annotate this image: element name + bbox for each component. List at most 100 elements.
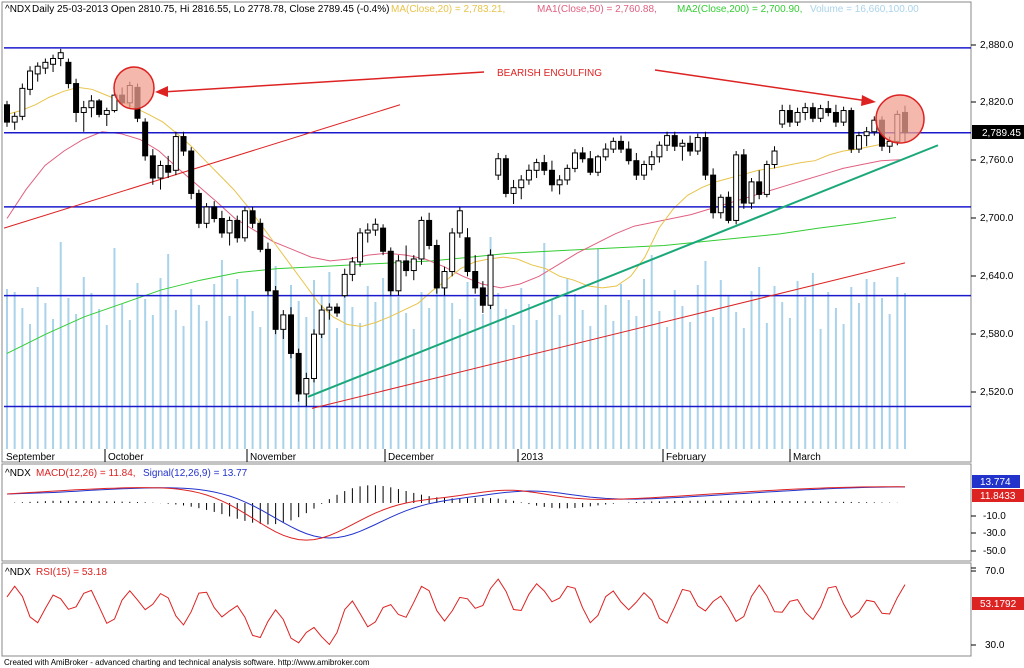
candle-body-up: [556, 179, 563, 186]
header-volume: Volume = 16,660,100.00: [810, 4, 919, 15]
candle-body-down: [548, 169, 555, 186]
footer-credit: Created with AmiBroker - advanced charti…: [4, 658, 370, 667]
candle-body-up: [763, 164, 770, 195]
candle-body-down: [380, 227, 387, 252]
candle-body-down: [725, 196, 732, 221]
candle-body-down: [96, 100, 103, 115]
highlight-circle-october: [113, 66, 155, 110]
candle-body-up: [449, 232, 456, 273]
candle-body-up: [779, 110, 786, 125]
candle-body-up: [641, 164, 648, 176]
candle-body-down: [541, 162, 548, 171]
candle-body-down: [195, 192, 202, 224]
candle-body-down: [832, 111, 839, 123]
x-label-november: November: [250, 452, 297, 463]
price-panel-frame: [1, 1, 972, 463]
x-label-2013: 2013: [521, 452, 544, 463]
candle-body-up: [11, 115, 18, 123]
candle-body-up: [80, 107, 87, 113]
candle-body-up: [694, 137, 701, 152]
candle-body-down: [65, 61, 72, 85]
macd-value-label: 11.8433: [980, 491, 1016, 502]
candle-body-down: [211, 206, 218, 220]
arrow-right: [654, 69, 869, 102]
candle-body-up: [34, 65, 41, 75]
candle-body-up: [172, 136, 179, 171]
candle-body-up: [157, 164, 164, 179]
candle-body-up: [418, 219, 425, 260]
candle-body-down: [426, 219, 433, 246]
candle-body-down: [73, 83, 80, 113]
candle-body-down: [479, 287, 486, 306]
signal-value-box: [972, 475, 1020, 488]
ma20-line: [6, 86, 901, 328]
candle-body-up: [510, 187, 517, 194]
candle-body-down: [272, 290, 279, 330]
candle-body-up: [441, 271, 448, 289]
trendline-red-upper: [3, 104, 401, 229]
rsi-plot: [6, 578, 906, 646]
signal-label: Signal(12,26,9) = 13.77: [143, 468, 248, 479]
macd-tick-m10: -10.0: [983, 511, 1006, 522]
volume-bars: [6, 237, 906, 449]
rsi-symbol: ^NDX: [5, 567, 31, 578]
candle-body-up: [495, 158, 502, 176]
rsi-y-axis: 70.0 30.0: [971, 566, 1005, 651]
candle-body-up: [487, 254, 494, 306]
candle-body-down: [387, 250, 394, 292]
candle-body-up: [318, 309, 325, 335]
candle-body-down: [334, 306, 341, 314]
x-label-september: September: [6, 452, 56, 463]
candle-body-down: [249, 210, 256, 224]
candle-body-up: [855, 135, 862, 150]
candle-body-up: [311, 333, 318, 380]
candle-body-down: [579, 152, 586, 160]
candle-body-down: [587, 158, 594, 173]
price-tick-2580: 2,580.0: [980, 329, 1014, 340]
candle-body-up: [50, 57, 57, 65]
candle-body-down: [825, 108, 832, 113]
candle-body-up: [241, 210, 248, 239]
arrow-right-head: [861, 95, 876, 106]
candle-body-down: [149, 155, 156, 179]
highlight-circle-march: [875, 94, 925, 144]
candle-body-up: [664, 135, 671, 146]
candle-body-up: [748, 181, 755, 204]
candle-body-up: [42, 61, 49, 69]
candle-body-down: [188, 150, 195, 194]
last-close-label: 2,789.45: [982, 128, 1021, 139]
arrow-left-head: [155, 86, 168, 97]
rsi-tick-30: 30.0: [985, 640, 1005, 651]
macd-plot: [6, 485, 906, 541]
candle-body-up: [679, 142, 686, 147]
x-axis: September October November December 2013…: [6, 449, 821, 463]
candle-body-down: [740, 154, 747, 204]
candle-body-down: [502, 158, 509, 194]
candle-body-up: [456, 210, 463, 234]
candle-body-up: [410, 258, 417, 272]
price-tick-2700: 2,700.0: [980, 213, 1014, 224]
candle-body-down: [142, 121, 149, 157]
arrow-left: [161, 71, 485, 93]
candle-body-up: [349, 261, 356, 275]
candle-body-down: [165, 164, 172, 173]
candle-body-up: [771, 150, 778, 166]
candle-body-up: [88, 100, 95, 109]
price-tick-2760: 2,760.0: [980, 155, 1014, 166]
candle-body-up: [103, 110, 110, 115]
rsi-label: RSI(15) = 53.18: [36, 567, 107, 578]
candle-body-up: [303, 378, 310, 395]
candle-body-up: [602, 148, 609, 158]
candle-body-up: [840, 110, 847, 123]
candle-body-up: [533, 162, 540, 171]
candle-body-down: [433, 244, 440, 289]
candle-body-up: [364, 229, 371, 234]
candle-body-down: [809, 107, 816, 119]
candle-body-down: [625, 148, 632, 162]
candle-body-up: [594, 156, 601, 173]
header-info: Daily 25-03-2013 Open 2810.75, Hi 2816.5…: [32, 4, 389, 15]
candle-body-up: [518, 179, 525, 189]
header-symbol: ^NDX: [5, 4, 31, 15]
candle-body-up: [802, 107, 809, 113]
candle-body-up: [794, 111, 801, 123]
